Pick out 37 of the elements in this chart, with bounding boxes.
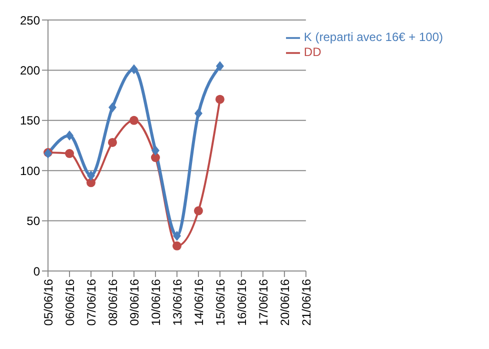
point [108, 102, 116, 112]
x-tick-label: 21/06/16 [299, 278, 314, 326]
x-tick-label: 09/06/16 [127, 278, 142, 326]
x-tick-label: 06/06/16 [63, 278, 78, 326]
point [86, 170, 95, 181]
point [172, 230, 181, 241]
point [194, 108, 202, 118]
point [216, 61, 224, 72]
y-tick-label: 200 [20, 63, 40, 78]
legend-label: DD [304, 44, 322, 59]
x-tick-label: 16/06/16 [234, 278, 249, 326]
point [194, 206, 203, 216]
point [108, 138, 117, 147]
point [215, 94, 224, 104]
legend-label: K (reparti avec 16€ + 100) [304, 30, 443, 44]
y-tick-label: 50 [26, 214, 40, 228]
y-tick-label: 0 [33, 264, 40, 278]
x-tick-label: 10/06/16 [148, 278, 163, 326]
point [64, 149, 74, 158]
x-tick-label: 05/06/16 [42, 278, 56, 326]
point [151, 146, 160, 156]
y-tick-label: 250 [20, 13, 40, 28]
x-tick-label: 08/06/16 [106, 278, 120, 326]
x-tick-label: 20/06/16 [278, 278, 292, 326]
x-tick-label: 15/06/16 [213, 278, 228, 326]
y-tick-label: 100 [20, 164, 40, 178]
x-tick-label: 07/06/16 [84, 278, 99, 326]
point [130, 64, 138, 74]
y-tick-label: 150 [20, 114, 40, 128]
point [150, 153, 160, 162]
point [65, 130, 74, 140]
x-tick-label: 14/06/16 [192, 278, 206, 326]
x-tick-label: 17/06/16 [256, 278, 270, 326]
point [129, 116, 138, 125]
x-tick-label: 13/06/16 [170, 278, 184, 326]
point [172, 241, 182, 250]
point [86, 178, 96, 188]
